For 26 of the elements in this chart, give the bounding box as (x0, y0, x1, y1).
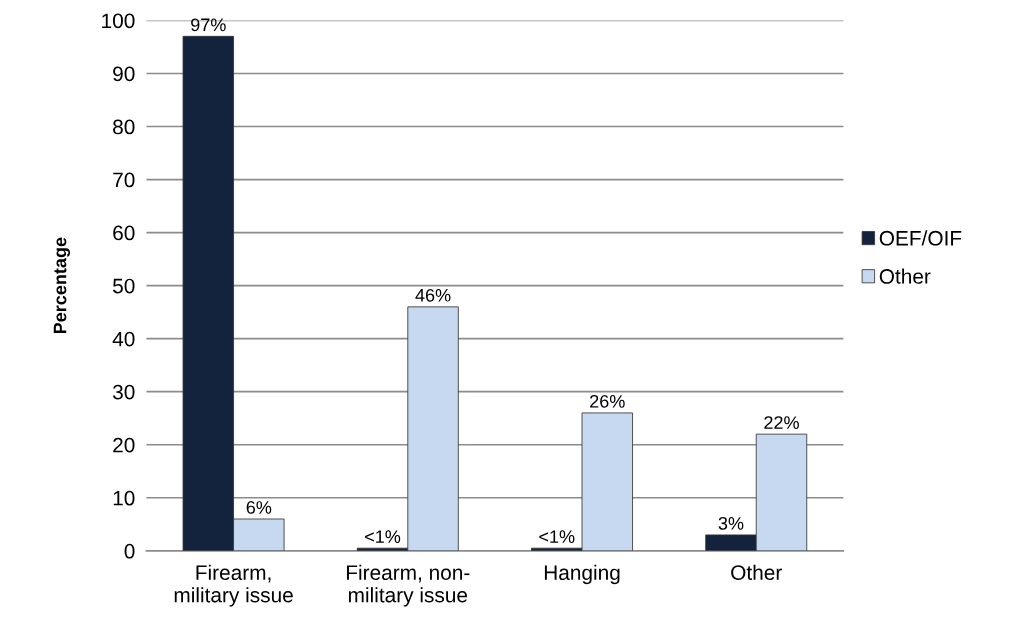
y-tick-label: 0 (124, 543, 135, 559)
y-tick-label: 70 (113, 172, 135, 188)
data-label: <1% (365, 530, 401, 543)
x-tick-label: Firearm, military issue (174, 564, 293, 607)
y-tick-label: 40 (112, 331, 135, 347)
x-tick-label: Firearm, non- military issue (346, 564, 470, 607)
legend-label: OEF/OIF (879, 230, 962, 246)
x-tick-label: Other (731, 564, 782, 581)
y-axis-title: Percentage (53, 237, 71, 334)
y-tick-label: 90 (113, 66, 135, 82)
y-tick-label: 80 (113, 119, 135, 135)
y-tick-label: 100 (102, 13, 135, 29)
legend-label: Other (879, 268, 931, 284)
data-label: <1% (539, 530, 575, 543)
x-tick-label: Hanging (544, 564, 620, 585)
data-label: 97% (191, 18, 226, 32)
data-label: 46% (415, 288, 451, 302)
y-tick-label: 60 (113, 225, 135, 241)
data-label: 6% (246, 501, 272, 514)
y-tick-label: 10 (113, 490, 135, 506)
data-label: 22% (764, 416, 799, 429)
y-tick-label: 30 (112, 384, 135, 400)
y-tick-label: 50 (113, 278, 135, 294)
data-label: 26% (590, 394, 625, 408)
y-tick-label: 20 (113, 437, 135, 453)
data-label: 3% (718, 516, 744, 530)
